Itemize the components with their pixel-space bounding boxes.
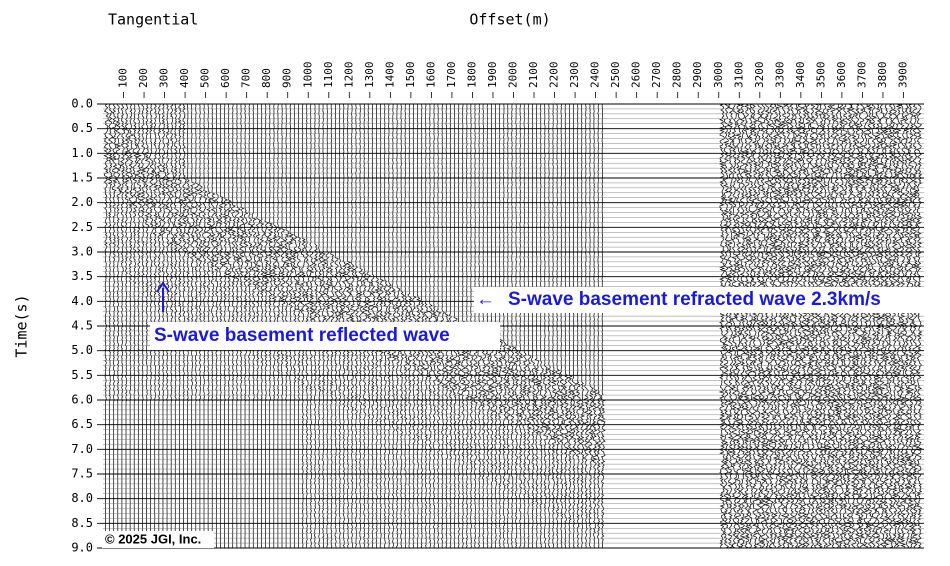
chart-title: Tangential [108,11,198,29]
annotation-background [150,322,500,350]
y-tick-label: 8.0 [71,491,93,505]
annotation: S-wave basement reflected wave [154,325,450,346]
grid [97,103,924,549]
x-tick-label: 1700 [445,62,458,89]
x-tick-label: 2500 [609,62,622,89]
x-tick-label: 100 [117,68,130,88]
y-tick-label: 8.5 [71,516,93,530]
arrow-head [156,281,170,293]
y-tick-label: 4.0 [71,294,93,308]
x-tick-label: 2100 [527,62,540,89]
x-tick-label: 2900 [691,62,704,89]
x-tick-label: 3000 [712,62,725,89]
x-tick-label: 2300 [568,62,581,89]
y-tick-label: 1.5 [71,171,93,185]
x-tick-label: 1900 [486,62,499,88]
x-tick-label: 3200 [753,62,766,89]
y-tick-label: 2.5 [71,220,93,234]
y-tick-label: 0.5 [71,121,93,135]
y-tick-label: 3.5 [71,269,93,283]
x-tick-label: 1200 [342,62,355,89]
x-tick-label: 3400 [794,62,807,89]
copyright: © 2025 JGI, Inc. [105,531,201,546]
y-tick-label: 1.0 [71,146,93,160]
x-tick-label: 600 [219,68,232,88]
x-tick-label: 1000 [301,62,314,89]
x-tick-label: 2700 [650,62,663,89]
x-tick-label: 1300 [363,62,376,89]
x-tick-label: 3900 [896,62,909,89]
x-tick-label: 2400 [589,62,602,89]
x-tick-label: 800 [260,68,273,88]
y-tick-label: 7.5 [71,467,93,481]
x-tick-label: 3100 [732,62,745,89]
x-tick-label: 1600 [424,62,437,89]
annotation: S-wave basement refracted wave 2.3km/s [508,289,881,310]
x-tick-label: 2000 [507,62,520,89]
y-tick-label: 7.0 [71,442,93,456]
x-tick-label: 3300 [773,62,786,89]
y-axis-label: Time(s) [13,294,31,357]
y-tick-label: 4.5 [71,319,93,333]
x-tick-label: 500 [199,68,212,88]
y-tick-label: 2.0 [71,195,93,209]
x-tick-label: 2800 [671,62,684,89]
y-tick-label: 0.0 [71,97,93,111]
x-tick-label: 2200 [548,62,561,89]
x-tick-label: 3700 [855,62,868,89]
x-tick-label: 1500 [404,62,417,89]
x-tick-label: 300 [158,68,171,88]
x-tick-label: 1400 [383,62,396,89]
x-tick-label: 900 [281,68,294,88]
x-tick-label: 1100 [322,62,335,89]
annotation-background [474,287,948,313]
copyright-background [102,531,214,548]
x-tick-label: 2600 [630,62,643,89]
y-tick-label: 6.0 [71,393,93,407]
x-tick-label: 700 [240,68,253,88]
x-tick-label: 400 [178,68,191,88]
y-tick-label: 9.0 [71,541,93,555]
x-tick-label: 1800 [465,62,478,89]
x-tick-label: 3800 [876,62,889,89]
y-tick-label: 3.0 [71,245,93,259]
x-tick-label: 3500 [814,62,827,89]
x-tick-label: 3600 [835,62,848,89]
annotations: ← S-wave basement refracted wave 2.3km/s S… [102,281,948,548]
x-axis-label: Offset(m) [469,11,550,29]
y-tick-label: 5.0 [71,343,93,357]
x-tick-label: 200 [137,68,150,88]
y-tick-label: 6.5 [71,417,93,431]
y-tick-label: 5.5 [71,368,93,382]
arrow-left: ← [476,289,495,310]
